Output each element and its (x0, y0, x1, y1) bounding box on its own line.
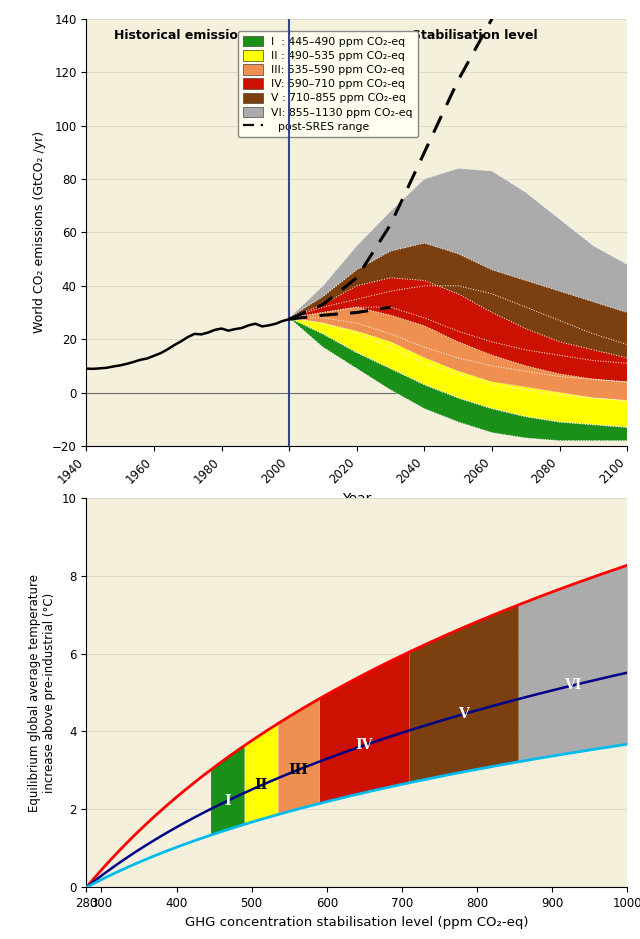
Text: Historical emissions: Historical emissions (115, 29, 255, 42)
Text: III: III (289, 762, 308, 777)
Text: IV: IV (356, 738, 373, 752)
X-axis label: Year: Year (342, 492, 371, 505)
Polygon shape (289, 317, 627, 440)
Text: I: I (224, 793, 230, 808)
Text: V: V (458, 707, 469, 721)
Y-axis label: Equilibrium global average temperature
increase above pre-industrial (°C): Equilibrium global average temperature i… (28, 574, 56, 811)
Y-axis label: World CO₂ emissions (GtCO₂ /yr): World CO₂ emissions (GtCO₂ /yr) (33, 131, 46, 333)
Text: VI: VI (564, 678, 581, 692)
Text: Stabilisation level: Stabilisation level (412, 29, 538, 42)
Polygon shape (289, 317, 627, 427)
Polygon shape (289, 168, 627, 345)
Polygon shape (289, 243, 627, 363)
X-axis label: GHG concentration stabilisation level (ppm CO₂-eq): GHG concentration stabilisation level (p… (185, 916, 529, 929)
Polygon shape (289, 307, 627, 401)
Legend: I  : 445–490 ppm CO₂-eq, II : 490–535 ppm CO₂-eq, III: 535–590 ppm CO₂-eq, IV: 5: I : 445–490 ppm CO₂-eq, II : 490–535 ppm… (238, 31, 419, 137)
Text: II: II (255, 778, 268, 793)
Polygon shape (289, 278, 627, 382)
